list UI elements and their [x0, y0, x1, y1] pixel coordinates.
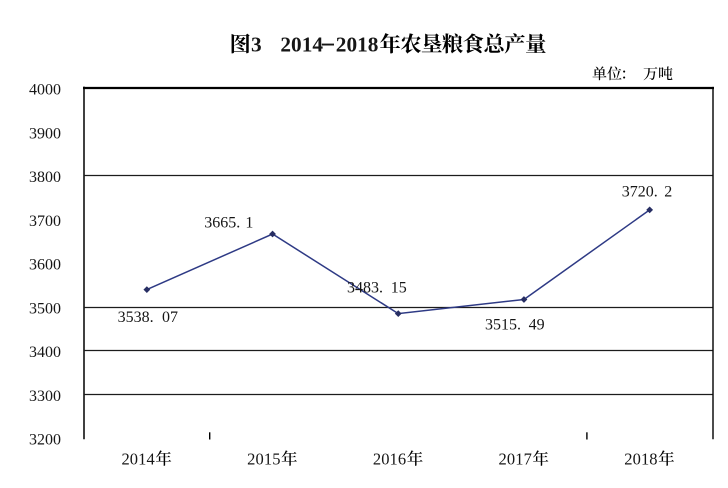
svg-text:15: 15 — [391, 280, 407, 297]
svg-text:2018: 2018 — [336, 33, 379, 57]
svg-text:2: 2 — [664, 184, 672, 201]
svg-text:3538.: 3538. — [118, 309, 154, 326]
svg-text:3300: 3300 — [29, 388, 61, 405]
svg-text:3500: 3500 — [29, 300, 61, 317]
svg-text:3800: 3800 — [29, 169, 61, 186]
svg-text:3483.: 3483. — [347, 280, 383, 297]
svg-text:2016: 2016 — [373, 450, 406, 469]
svg-text:2018: 2018 — [624, 450, 657, 469]
svg-text:2014: 2014 — [280, 33, 323, 57]
svg-text:3900: 3900 — [29, 125, 61, 142]
svg-text:3400: 3400 — [29, 344, 61, 361]
svg-text:3700: 3700 — [29, 213, 61, 230]
svg-text:4000: 4000 — [29, 82, 61, 99]
svg-text:49: 49 — [529, 317, 545, 334]
svg-text:3720.: 3720. — [622, 184, 658, 201]
svg-text:2015: 2015 — [247, 450, 280, 469]
svg-text:3: 3 — [251, 33, 262, 57]
svg-text:1: 1 — [245, 215, 253, 232]
svg-text:07: 07 — [162, 309, 178, 326]
svg-text:3200: 3200 — [29, 432, 61, 449]
svg-text:3515.: 3515. — [485, 317, 521, 334]
svg-text:3665.: 3665. — [204, 215, 240, 232]
svg-text:3600: 3600 — [29, 257, 61, 274]
svg-text:2014: 2014 — [121, 450, 154, 469]
svg-text:2017: 2017 — [499, 450, 532, 469]
